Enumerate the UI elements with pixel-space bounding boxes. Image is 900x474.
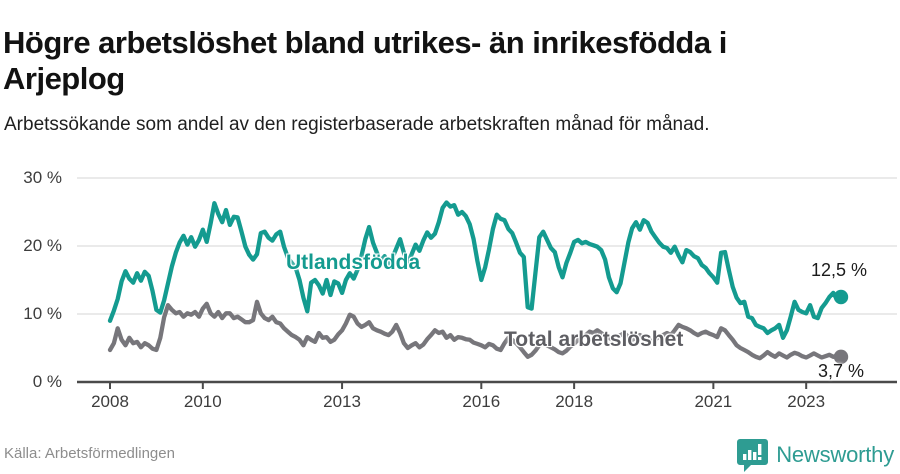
series-label-total-arbetsloshet: Total arbetslöshet (504, 328, 684, 351)
newsworthy-brand: Newsworthy (737, 438, 894, 472)
newsworthy-logo-icon (737, 439, 769, 472)
newsworthy-logo-text: Newsworthy (776, 442, 894, 467)
x-axis-tick-label: 2010 (183, 392, 222, 411)
y-axis-tick-label: 0 % (32, 372, 62, 391)
series-label-utlandsfodda: Utlandsfödda (286, 251, 421, 274)
end-value-label-utlandsfodda: 12,5 % (811, 260, 868, 280)
y-axis-tick-label: 30 % (23, 168, 62, 187)
x-axis-tick-label: 2018 (555, 392, 594, 411)
y-axis-tick-label: 20 % (23, 236, 62, 255)
x-axis-tick-label: 2023 (787, 392, 826, 411)
x-axis-tick-label: 2016 (462, 392, 501, 411)
chart-subtitle: Arbetssökande som andel av den registerb… (4, 114, 710, 135)
y-axis-tick-label: 10 % (23, 304, 62, 323)
x-axis-tick-label: 2013 (323, 392, 361, 411)
page-title: Högre arbetslöshet bland utrikes- än inr… (3, 24, 727, 97)
x-axis-tick-label: 2008 (91, 392, 129, 411)
series-line-0 (107, 200, 844, 340)
end-value-label-total: 3,7 % (818, 361, 865, 381)
series-end-dot-0 (833, 289, 849, 305)
source-credit: Källa: Arbetsförmedlingen (4, 445, 175, 462)
series-line-1 (107, 299, 844, 361)
series-end-dot-1 (833, 349, 849, 365)
x-axis-tick-label: 2021 (694, 392, 733, 411)
